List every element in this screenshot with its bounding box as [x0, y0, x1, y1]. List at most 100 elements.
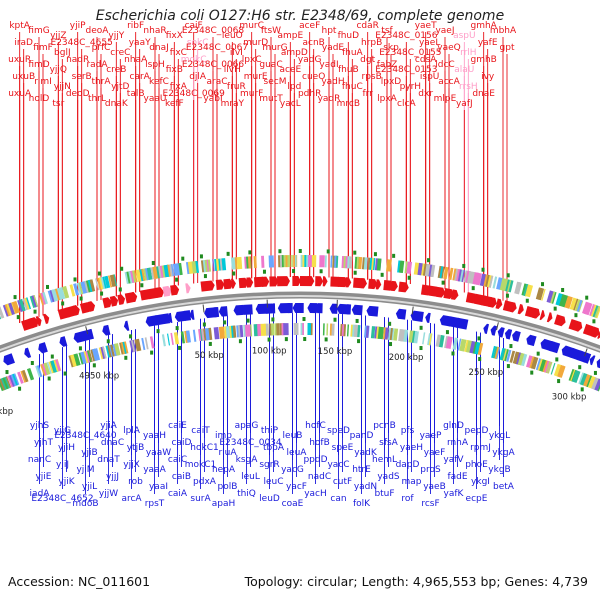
gene-arrow — [546, 312, 553, 323]
marker-dot — [175, 326, 179, 331]
marker-dot — [13, 295, 17, 300]
feature-block — [496, 277, 503, 290]
feature-block — [169, 264, 175, 277]
gene-label: ytjB — [127, 443, 145, 453]
gene-label: E2348C_4652 — [31, 494, 93, 504]
gene-label: secM — [264, 77, 287, 87]
marker-dot — [557, 379, 561, 384]
gene-label: prfC — [92, 43, 111, 53]
inner-feature-track — [0, 323, 600, 392]
gene-arrow — [109, 295, 119, 307]
gene-label: yadN — [354, 482, 377, 492]
gene-label: fhuB — [338, 65, 359, 75]
marker-dot — [302, 317, 306, 322]
gene-label: speE — [332, 443, 354, 453]
gene-arrow — [270, 303, 276, 314]
feature-block — [576, 299, 583, 312]
gene-label: E2348C_0069 — [163, 89, 226, 99]
gene-label: yjiJ — [56, 460, 69, 470]
accession-label: Accession: NC_011601 — [8, 574, 151, 589]
gene-label: tsf — [381, 26, 393, 36]
gene-label: yjiB — [81, 448, 98, 458]
gene-label: kefC — [149, 77, 169, 87]
ruler-tick-label: 150 kbp — [318, 347, 353, 357]
gene-arrow — [495, 298, 503, 309]
marker-dot — [271, 317, 275, 322]
gene-arrow — [510, 302, 517, 313]
gene-label: ksgA — [236, 455, 259, 465]
marker-dot — [585, 295, 589, 300]
gene-label: map — [402, 477, 422, 487]
gene-label: panD — [350, 431, 374, 441]
marker-dot — [506, 273, 510, 278]
feature-block — [12, 373, 18, 386]
gene-label: ftsW — [261, 26, 281, 36]
gene-label: yaeF — [424, 448, 446, 458]
gene-label: yjiM — [76, 465, 94, 475]
feature-block — [146, 267, 153, 280]
ruler-tick — [85, 326, 89, 335]
marker-dot — [118, 287, 122, 292]
gene-label: yaaW — [146, 448, 171, 458]
gene-arrow — [72, 305, 80, 316]
marker-dot — [419, 325, 423, 330]
gene-arrow — [189, 309, 195, 320]
gene-arrow — [233, 304, 244, 316]
gene-label: htrE — [352, 465, 371, 475]
gene-label: pfs — [401, 426, 415, 436]
outer-marker-track — [13, 249, 589, 300]
gene-label: cdsA — [415, 55, 437, 65]
marker-dot — [353, 270, 357, 275]
feature-block — [43, 362, 51, 375]
gene-arrow — [454, 317, 469, 330]
reverse-gene-track — [3, 303, 600, 369]
marker-dot — [151, 260, 155, 265]
gene-label: frr — [362, 89, 373, 99]
gene-label: folK — [353, 499, 371, 509]
gene-arrow — [575, 321, 583, 332]
gene-label: leuL — [241, 472, 260, 482]
feature-block — [452, 337, 459, 350]
gene-label: ykgA — [492, 448, 515, 458]
gene-label: fhuD — [338, 31, 360, 41]
gene-arrow — [240, 304, 253, 315]
gene-label: leuA — [287, 448, 308, 458]
innermost-marker-track — [18, 337, 584, 392]
gene-label: rpsB — [362, 72, 382, 82]
gene-arrow — [410, 310, 424, 322]
gene-label: fruR — [227, 82, 246, 92]
feature-block — [91, 348, 101, 362]
feature-block — [17, 371, 24, 384]
gene-label: hpt — [322, 26, 337, 36]
marker-dot — [478, 357, 482, 362]
gene-label: clcA — [397, 99, 416, 109]
gene-label: yafK — [444, 489, 465, 499]
feature-block — [526, 355, 533, 368]
gene-arrow — [167, 312, 173, 323]
gene-arrow — [368, 278, 378, 290]
gene-label: fabZ — [377, 60, 398, 70]
gene-label: yacF — [286, 482, 307, 492]
gene-label: E2348C_0034 — [219, 438, 282, 448]
gene-arrow — [590, 326, 600, 338]
feature-block — [76, 282, 84, 295]
marker-dot — [441, 280, 445, 285]
marker-dot — [319, 269, 323, 274]
gene-arrow — [490, 325, 497, 336]
gene-arrow — [117, 294, 126, 305]
genome-summary-label: Topology: circular; Length: 4,965,553 bp… — [244, 574, 588, 589]
marker-dot — [79, 296, 83, 301]
gene-label: yafV — [443, 455, 464, 465]
ruler-tick — [202, 304, 205, 313]
gene-arrow — [425, 312, 431, 323]
gene-arrow — [517, 303, 524, 315]
gene-arrow — [390, 280, 398, 292]
marker-dot — [303, 337, 307, 342]
marker-dot — [427, 258, 431, 263]
marker-dot — [477, 336, 481, 341]
gene-label: polB — [218, 482, 238, 492]
gene-arrow — [238, 277, 249, 289]
gene-label: betA — [493, 482, 515, 492]
gene-label: cueO — [302, 72, 325, 82]
gene-label: yjiK — [58, 477, 75, 487]
